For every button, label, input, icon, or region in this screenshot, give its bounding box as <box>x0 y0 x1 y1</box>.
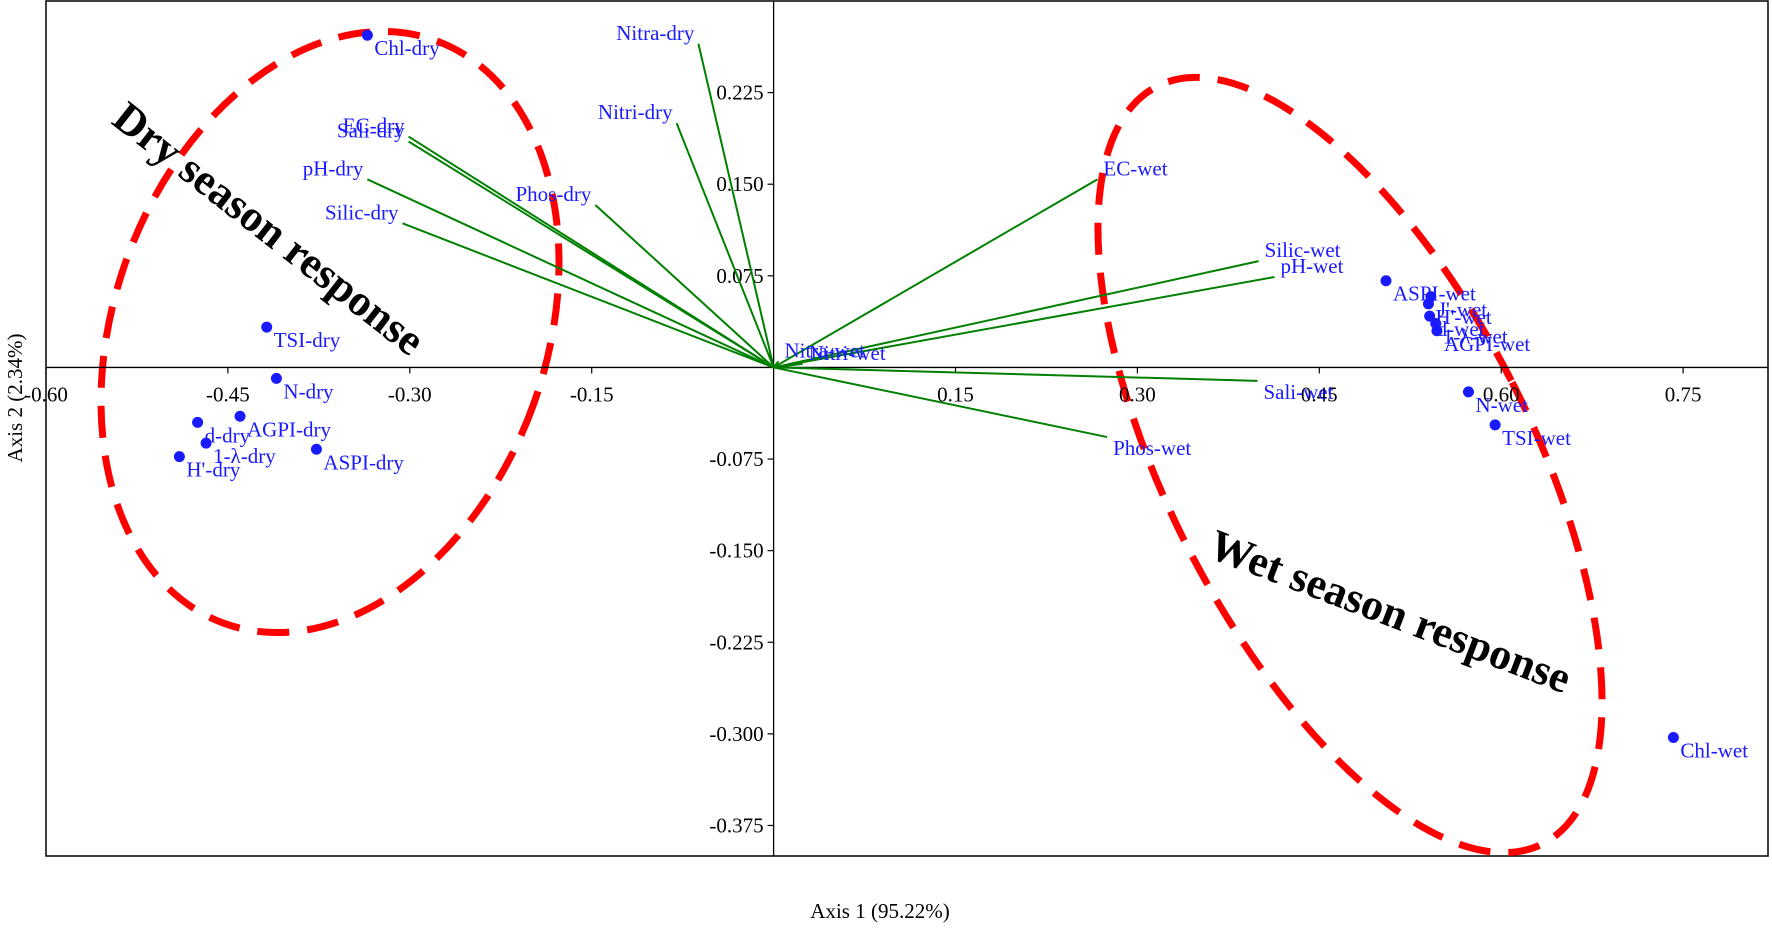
vector-nitri-dry <box>675 122 775 368</box>
y-tick-label: -0.150 <box>709 539 763 563</box>
x-tick-label: 0.30 <box>1119 382 1156 406</box>
vector-silic-dry <box>402 222 774 369</box>
x-tick-label: -0.30 <box>388 382 432 406</box>
plot-frame <box>45 0 1769 857</box>
x-tick-label: -0.45 <box>206 382 250 406</box>
x-axis-title: Axis 1 (95.22%) <box>810 899 949 923</box>
vector-label: Sali-dry <box>337 118 405 142</box>
vector-label: Silic-wet <box>1265 238 1341 262</box>
vector-label: Nitri-dry <box>598 100 673 124</box>
ellipse-layer <box>97 27 1606 857</box>
point-chl-wet <box>1667 732 1679 744</box>
point-d-wet <box>1424 310 1436 322</box>
vector-label: EC-dry <box>343 114 405 138</box>
wet-season-ellipse <box>1094 73 1606 857</box>
vector-label: Nitri-wet <box>809 341 886 365</box>
point-chl-dry <box>361 29 373 41</box>
point-aspi-wet <box>1380 275 1392 287</box>
point-label: J'-wet <box>1438 298 1487 322</box>
point-label: AGPI-dry <box>247 417 331 441</box>
point-aspi-dry <box>310 443 322 455</box>
point-label: TSI-wet <box>1502 426 1571 450</box>
y-tick-label: -0.300 <box>709 722 763 746</box>
axis-layer: -0.60 -0.45 -0.30 -0.15 0.15 0.30 0.45 0.60 0.75… <box>24 1 1768 856</box>
point-h-dry <box>173 451 185 463</box>
vector-label: Phos-wet <box>1113 436 1191 460</box>
point-label: N-dry <box>283 379 334 403</box>
point-h-wet <box>1422 298 1434 310</box>
vector-label: pH-dry <box>303 156 364 180</box>
point-label: 1-λ-dry <box>213 444 276 468</box>
x-tick-label: 0.45 <box>1301 382 1338 406</box>
point-tsi-wet <box>1489 419 1501 431</box>
vector-label: Phos-dry <box>515 182 591 206</box>
point-label: d-dry <box>205 423 251 447</box>
x-tick-label: 0.75 <box>1665 382 1702 406</box>
point-label: 1-λ-wet <box>1443 324 1508 348</box>
y-tick-label: 0.225 <box>716 81 763 105</box>
dry-season-ellipse <box>97 27 563 637</box>
vector-ph-wet <box>773 276 1275 369</box>
vector-sali-wet <box>773 366 1258 382</box>
vector-ph-dry <box>366 178 775 369</box>
wet-season-label: Wet season response <box>1203 520 1578 703</box>
point-label: H'-wet <box>1435 305 1491 329</box>
y-tick-label: -0.225 <box>709 630 763 654</box>
x-tick-label: 0.60 <box>1483 382 1520 406</box>
point-d-dry <box>192 416 204 428</box>
point-label: N-wet <box>1475 393 1528 417</box>
point-1-dry <box>200 437 212 449</box>
vector-label: Nitra-dry <box>616 21 695 45</box>
y-tick-label: -0.375 <box>709 813 763 837</box>
vector-sali-dry <box>408 140 775 369</box>
vector-label: Silic-dry <box>325 200 399 224</box>
point-layer: Chl-dryTSI-dryN-dryAGPI-dryd-dryH'-dry1-… <box>173 29 1748 763</box>
point-label: ASPI-dry <box>323 450 404 474</box>
vector-ec-wet <box>773 178 1098 369</box>
point-label: H'-dry <box>186 458 240 482</box>
vector-label: Sali-wet <box>1263 380 1333 404</box>
point-n-dry <box>270 372 282 384</box>
vector-phos-wet <box>773 366 1108 439</box>
vector-phos-dry <box>594 204 775 369</box>
vector-label: Nitra-wet <box>784 338 865 362</box>
point-1-wet <box>1430 317 1442 329</box>
vector-silic-wet <box>773 260 1259 369</box>
y-tick-label: -0.075 <box>709 447 763 471</box>
x-tick-label: -0.60 <box>24 382 68 406</box>
point-label: AGPI-wet <box>1444 332 1530 356</box>
x-tick-label: -0.15 <box>570 382 614 406</box>
vector-nitra-dry <box>697 43 775 368</box>
point-label: Chl-dry <box>374 36 440 60</box>
vector-label: EC-wet <box>1103 156 1167 180</box>
vector-label: pH-wet <box>1280 254 1343 278</box>
point-label: TSI-dry <box>274 328 341 352</box>
point-label: Chl-wet <box>1680 739 1748 763</box>
y-tick-label: 0.150 <box>716 172 763 196</box>
point-n-wet <box>1462 386 1474 398</box>
point-agpi-dry <box>234 410 246 422</box>
point-tsi-dry <box>261 321 273 333</box>
point-label: d-wet <box>1437 317 1485 341</box>
y-axis-title: Axis 2 (2.34%) <box>3 334 27 463</box>
